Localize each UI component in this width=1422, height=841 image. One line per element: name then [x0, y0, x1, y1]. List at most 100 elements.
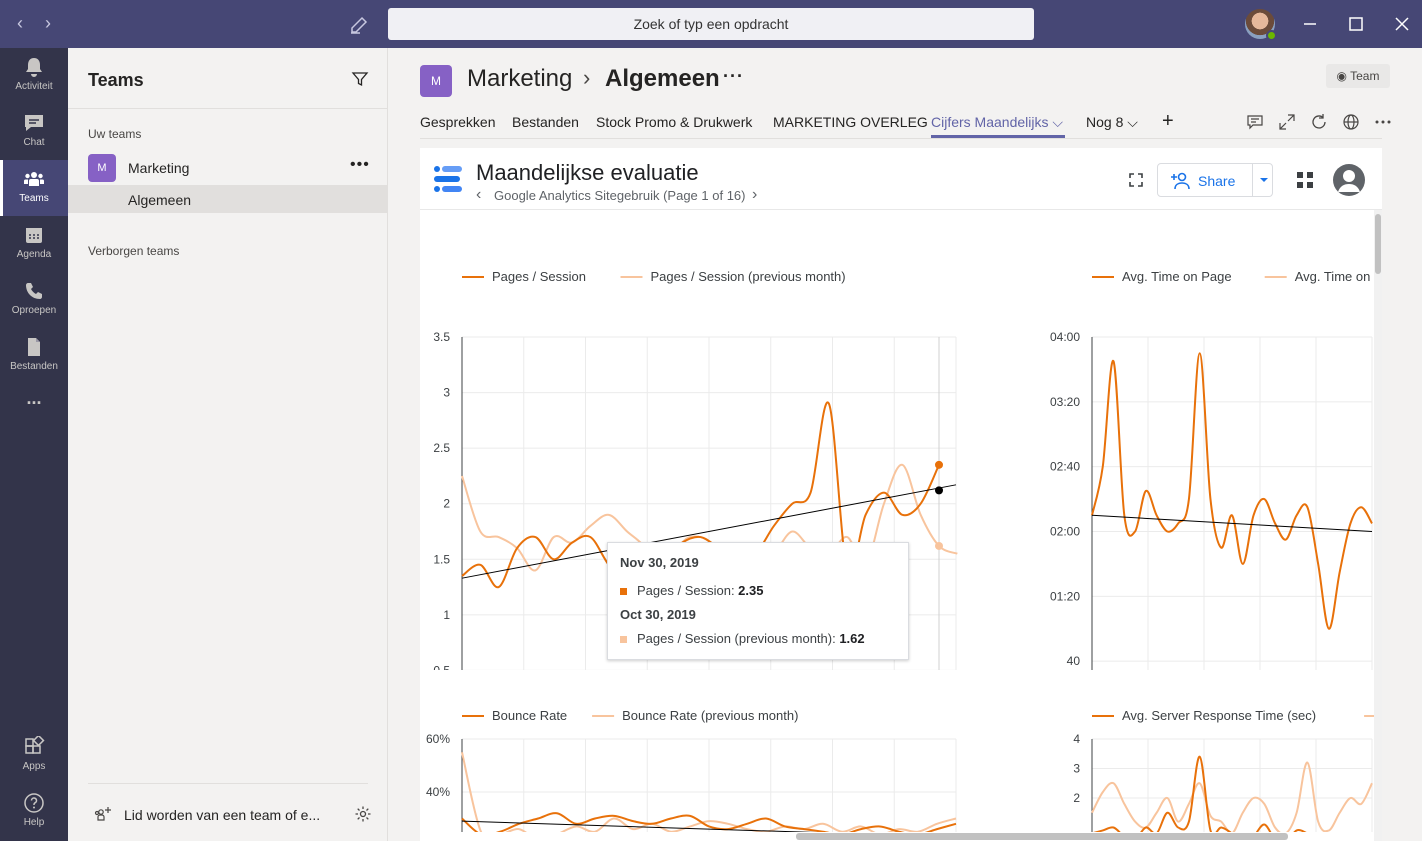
title-bar: ‹ › Zoek of typ een opdracht [0, 0, 1422, 48]
add-tab-button[interactable]: + [1162, 110, 1174, 132]
share-label: Share [1198, 173, 1236, 189]
user-avatar[interactable] [1245, 9, 1277, 41]
tab-gesprekken[interactable]: Gesprekken [420, 114, 496, 130]
team-avatar: M [88, 154, 116, 182]
gear-icon[interactable] [354, 805, 372, 823]
apps-grid-icon[interactable] [1297, 172, 1313, 188]
divider [68, 108, 388, 109]
tooltip-value: 2.35 [738, 583, 764, 598]
share-button[interactable]: Share [1157, 163, 1273, 197]
series-line [1091, 352, 1373, 630]
y-tick-label: 03:20 [1050, 395, 1080, 409]
channel-more-button[interactable]: ··· [723, 66, 744, 86]
rail-item-agenda[interactable]: Agenda [0, 216, 68, 272]
main-content: M Marketing › Algemeen ··· ◉ Team Gespre… [388, 48, 1422, 841]
compose-icon[interactable] [348, 12, 372, 36]
refresh-icon[interactable] [1310, 113, 1328, 131]
next-page-icon[interactable]: › [752, 186, 758, 203]
fullscreen-icon[interactable] [1127, 171, 1145, 189]
data-studio-logo-icon [434, 166, 462, 192]
scrollbar-thumb[interactable] [1375, 214, 1381, 274]
tooltip-date-previous: Oct 30, 2019 [620, 607, 696, 622]
join-team-button[interactable]: Lid worden van een team of e... [68, 800, 388, 828]
channel-item-algemeen[interactable]: Algemeen [68, 185, 388, 213]
chart-server-response-time[interactable]: Avg. Server Response Time (sec)Avg. Serv… [1000, 678, 1380, 841]
y-tick-label: 40 [1067, 654, 1081, 668]
tooltip-value: 1.62 [839, 631, 865, 646]
filter-icon[interactable] [351, 70, 369, 88]
tooltip-row-current: Pages / Session: 2.35 [620, 583, 763, 598]
breadcrumb-team[interactable]: Marketing [467, 65, 573, 92]
channel-avatar: M [420, 65, 452, 97]
team-item-marketing[interactable]: M Marketing ••• [68, 152, 388, 184]
tab-stock-promo[interactable]: Stock Promo & Drukwerk [596, 114, 753, 130]
conversation-icon[interactable] [1246, 113, 1264, 131]
more-options-icon[interactable] [1374, 113, 1392, 131]
search-input[interactable]: Zoek of typ een opdracht [388, 8, 1034, 40]
y-tick-label: 1.5 [433, 552, 450, 566]
y-tick-label: 60% [426, 732, 450, 746]
channel-name: Algemeen [128, 192, 192, 208]
y-tick-label: 3 [443, 386, 450, 400]
legend-label: Bounce Rate [492, 708, 567, 723]
tab-more-tabs[interactable]: Nog 8 ⌵ [1086, 114, 1138, 130]
breadcrumb-separator: › [583, 65, 591, 90]
previous-page-icon[interactable]: ‹ [476, 186, 482, 203]
legend-label: Bounce Rate (previous month) [622, 708, 798, 723]
scrollbar-thumb[interactable] [796, 833, 1288, 840]
y-tick-label: 02:00 [1050, 525, 1080, 539]
report-page-indicator: Google Analytics Sitegebruik (Page 1 of … [494, 188, 746, 203]
rail-item-help[interactable]: Help [0, 784, 68, 840]
horizontal-scrollbar[interactable] [420, 832, 1374, 841]
report-title: Maandelijkse evaluatie [476, 160, 699, 185]
account-avatar[interactable] [1333, 164, 1365, 196]
rail-more-button[interactable]: ... [26, 388, 42, 408]
tab-cijfers-maandelijks[interactable]: Cijfers Maandelijks ⌵ [931, 114, 1063, 130]
teams-panel: Teams Uw teams M Marketing ••• Algemeen … [68, 48, 388, 841]
tab-bestanden[interactable]: Bestanden [512, 114, 579, 130]
help-icon [24, 793, 44, 813]
rail-item-teams[interactable]: Teams [0, 160, 68, 216]
rail-item-apps[interactable]: Apps [0, 728, 68, 784]
chart-tooltip: Nov 30, 2019 Pages / Session: 2.35 Oct 3… [607, 542, 909, 660]
hidden-teams-label[interactable]: Verborgen teams [88, 244, 180, 258]
teams-icon [24, 172, 44, 186]
back-icon[interactable]: ‹ [17, 13, 23, 33]
legend-label: Pages / Session [492, 269, 586, 284]
close-icon[interactable] [1392, 14, 1412, 34]
share-dropdown-button[interactable] [1252, 164, 1274, 196]
team-more-button[interactable]: ••• [350, 156, 370, 173]
rail-item-chat[interactable]: Chat [0, 104, 68, 160]
team-badge[interactable]: ◉ Team [1326, 64, 1390, 88]
panel-title: Teams [88, 70, 144, 90]
forward-icon[interactable]: › [45, 13, 51, 33]
series-line [461, 812, 957, 837]
maximize-icon[interactable] [1346, 14, 1366, 34]
rail-item-activity[interactable]: Activiteit [0, 48, 68, 104]
rail-label: Activiteit [15, 81, 53, 92]
rail-item-calls[interactable]: Oproepen [0, 272, 68, 328]
chart-pages-per-session[interactable]: Pages / Session Pages / Session (previous… [420, 210, 980, 670]
apps-icon [25, 736, 45, 754]
tooltip-label: Pages / Session: [637, 583, 739, 598]
account-icon [1338, 170, 1360, 192]
trend-line [1091, 514, 1373, 532]
data-studio-report: Maandelijkse evaluatie ‹ Google Analytic… [420, 148, 1382, 841]
rail-label: Help [23, 817, 45, 828]
y-tick-label: 40% [426, 785, 450, 799]
minimize-icon[interactable] [1300, 14, 1320, 34]
divider [88, 783, 368, 784]
y-tick-label: 04:00 [1050, 330, 1080, 344]
expand-icon[interactable] [1278, 113, 1296, 131]
vertical-scrollbar[interactable] [1374, 210, 1382, 841]
rail-item-files[interactable]: Bestanden [0, 328, 68, 384]
eye-icon: ◉ [1336, 69, 1351, 83]
tab-marketing-overleg[interactable]: MARKETING OVERLEG [773, 114, 928, 130]
globe-icon[interactable] [1342, 113, 1360, 131]
status-available-icon [1266, 30, 1277, 41]
rail-label: Chat [23, 137, 45, 148]
y-tick-label: 02:40 [1050, 460, 1080, 474]
bell-icon [26, 58, 42, 77]
